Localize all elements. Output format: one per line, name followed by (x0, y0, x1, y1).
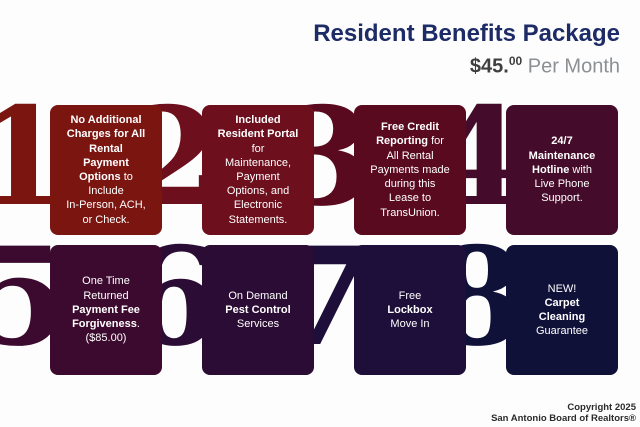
benefit-text-4: 24/7 Maintenance Hotline with Live Phone… (528, 135, 596, 205)
benefit-card-4: 4 24/7 Maintenance Hotline with Live Phon… (430, 89, 618, 235)
price-suffix: Per Month (522, 55, 620, 78)
benefit-text-6: On Demand Pest Control Services (225, 289, 291, 331)
benefit-text-3: Free Credit Reporting for All Rental Pay… (370, 121, 450, 219)
benefit-card-8: 8 NEW! Carpet Cleaning Guarantee (430, 229, 618, 375)
benefit-panel-2: Included Resident Portal for Maintenance… (202, 105, 314, 235)
benefit-text-5: One Time Returned Payment Fee Forgivenes… (72, 275, 140, 345)
benefit-card-1: 1 No Additional Charges for All Rental Pa… (0, 89, 162, 235)
benefit-card-6: 6 On Demand Pest Control Services (126, 229, 314, 375)
benefit-panel-1: No Additional Charges for All Rental Pay… (50, 105, 162, 235)
benefit-panel-3: Free Credit Reporting for All Rental Pay… (354, 105, 466, 235)
price-per-month: $45.00 Per Month (313, 50, 620, 78)
header: Resident Benefits Package $45.00 Per Mon… (313, 20, 620, 78)
benefit-card-7: 7 Free Lockbox Move In (278, 229, 466, 375)
price-amount: $45. (469, 55, 509, 78)
benefit-panel-4: 24/7 Maintenance Hotline with Live Phone… (506, 105, 618, 235)
benefit-text-1: No Additional Charges for All Rental Pay… (66, 114, 146, 226)
price-cents: 00 (508, 54, 523, 68)
benefit-panel-8: NEW! Carpet Cleaning Guarantee (506, 245, 618, 375)
copyright-line2: San Antonio Board of Realtors® (491, 413, 636, 424)
copyright: Copyright 2025 San Antonio Board of Real… (491, 402, 636, 424)
benefit-text-7: Free Lockbox Move In (387, 289, 433, 331)
benefit-card-5: 5 One Time Returned Payment Fee Forgivene… (0, 229, 162, 375)
benefit-text-2: Included Resident Portal for Maintenance… (217, 114, 299, 226)
benefit-panel-7: Free Lockbox Move In (354, 245, 466, 375)
benefit-card-3: 3 Free Credit Reporting for All Rental Pa… (278, 89, 466, 235)
benefit-card-2: 2 Included Resident Portal for Maintenanc… (126, 89, 314, 235)
benefit-text-8: NEW! Carpet Cleaning Guarantee (536, 282, 588, 338)
benefit-panel-5: One Time Returned Payment Fee Forgivenes… (50, 245, 162, 375)
benefit-panel-6: On Demand Pest Control Services (202, 245, 314, 375)
copyright-line1: Copyright 2025 (567, 402, 636, 413)
page-title: Resident Benefits Package (313, 20, 620, 47)
